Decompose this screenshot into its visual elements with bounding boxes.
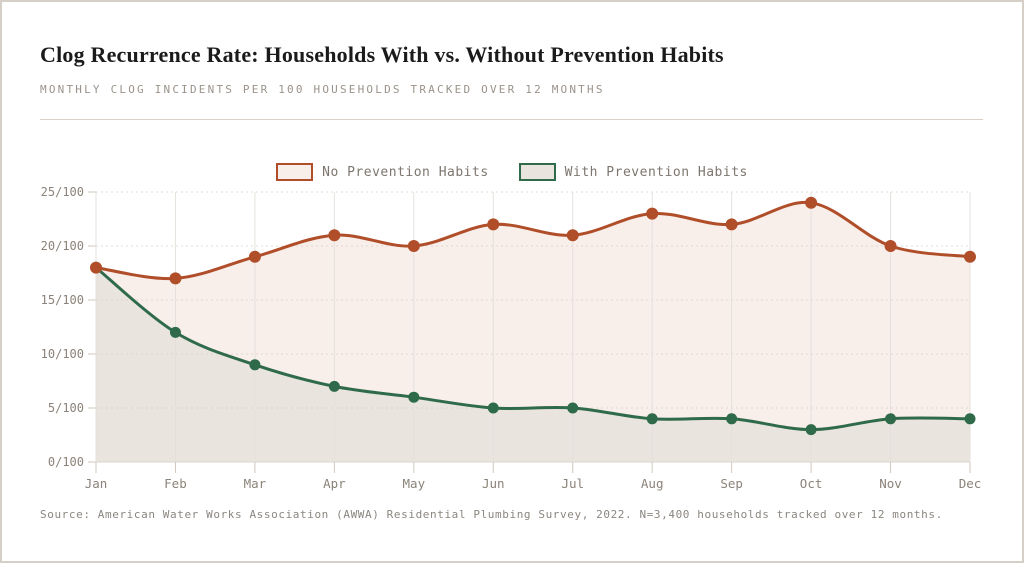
- series-area-1: [96, 267, 970, 462]
- y-tick-label: 5/100: [48, 401, 84, 415]
- series-points-0: [90, 196, 976, 285]
- data-point: [566, 229, 579, 242]
- x-tick-label: Dec: [959, 476, 982, 491]
- header-divider: [40, 119, 983, 120]
- y-tick-label: 25/100: [41, 185, 84, 199]
- x-tick-label: Oct: [800, 476, 823, 491]
- legend-swatch-no-prevention: [276, 163, 314, 181]
- legend-swatch-with-prevention: [518, 163, 556, 181]
- x-tick-label: Jul: [561, 476, 584, 491]
- legend-item-with-prevention: With Prevention Habits: [518, 163, 748, 181]
- chart-legend: No Prevention Habits With Prevention Hab…: [2, 163, 1022, 181]
- data-point: [964, 413, 976, 425]
- y-tick-label: 10/100: [41, 347, 84, 361]
- data-point: [884, 240, 897, 252]
- y-tick-label: 20/100: [41, 239, 84, 253]
- x-axis-labels: Jan Feb Mar Apr May Jun Jul Aug Sep Oct Nov Dec: [85, 476, 982, 491]
- chart-subtitle: MONTHLY CLOG INCIDENTS PER 100 HOUSEHOLD…: [40, 83, 605, 96]
- data-point: [248, 250, 261, 263]
- legend-label-no-prevention: No Prevention Habits: [322, 164, 489, 180]
- series-line-0: [94, 200, 972, 281]
- data-point: [169, 272, 182, 285]
- y-tick-label: 0/100: [48, 455, 84, 469]
- series-points-1: [90, 262, 976, 436]
- data-point: [328, 380, 340, 392]
- data-point: [646, 413, 658, 425]
- x-tick-label: Nov: [879, 476, 902, 491]
- x-tick-label: May: [403, 476, 426, 491]
- data-point: [646, 207, 659, 220]
- y-gridlines: [88, 191, 970, 463]
- data-point: [249, 359, 261, 371]
- data-point: [90, 261, 102, 274]
- data-point: [725, 218, 738, 231]
- data-point: [328, 229, 341, 242]
- x-tick-label: Apr: [323, 476, 346, 491]
- x-tick-label: Sep: [720, 476, 743, 491]
- data-point: [885, 413, 897, 425]
- data-point: [487, 402, 499, 414]
- legend-label-with-prevention: With Prevention Habits: [564, 164, 748, 180]
- data-point: [407, 240, 420, 252]
- data-point: [487, 218, 500, 231]
- data-point: [805, 424, 817, 436]
- y-tick-label: 15/100: [41, 293, 84, 307]
- x-tick-label: Jan: [85, 476, 108, 491]
- y-axis-labels: 0/100 5/100 10/100 15/100 20/100 25/100: [41, 185, 84, 469]
- series-line-1: [94, 266, 972, 432]
- x-tick-label: Mar: [244, 476, 267, 491]
- data-point: [964, 250, 976, 263]
- data-point: [805, 196, 818, 209]
- data-point: [567, 402, 579, 414]
- x-tick-label: Feb: [164, 476, 187, 491]
- page-title: Clog Recurrence Rate: Households With vs…: [40, 42, 724, 67]
- series-fills: [96, 202, 970, 462]
- x-tick-label: Aug: [641, 476, 664, 491]
- chart-header: Clog Recurrence Rate: Households With vs…: [40, 42, 983, 96]
- data-point: [408, 391, 420, 403]
- x-tick-label: Jun: [482, 476, 505, 491]
- legend-item-no-prevention: No Prevention Habits: [276, 163, 489, 181]
- source-note: Source: American Water Works Association…: [40, 508, 943, 521]
- data-point: [169, 326, 181, 338]
- data-point: [726, 413, 738, 425]
